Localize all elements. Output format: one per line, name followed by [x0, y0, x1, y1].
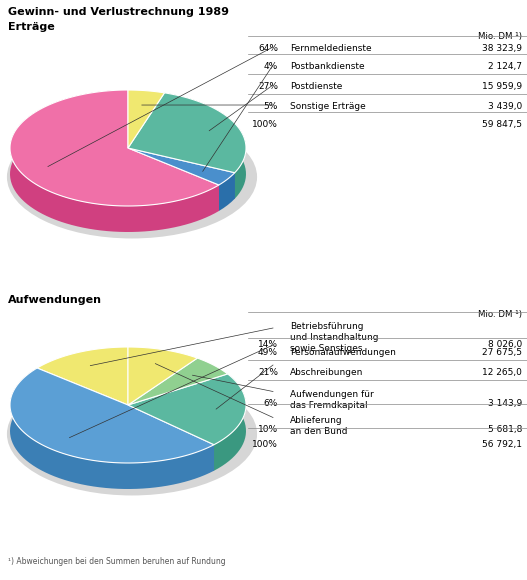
- Text: 15 959,9: 15 959,9: [482, 82, 522, 91]
- Text: Postdienste: Postdienste: [290, 82, 343, 91]
- Polygon shape: [128, 347, 197, 405]
- Text: 3 439,0: 3 439,0: [488, 102, 522, 111]
- Polygon shape: [10, 368, 214, 489]
- Text: 8 026,0: 8 026,0: [488, 340, 522, 349]
- Polygon shape: [128, 90, 164, 148]
- Polygon shape: [37, 347, 128, 405]
- Polygon shape: [10, 90, 219, 206]
- Polygon shape: [128, 148, 235, 199]
- Text: 49%: 49%: [258, 348, 278, 357]
- Text: Postbankdienste: Postbankdienste: [290, 62, 365, 71]
- Text: Erträge: Erträge: [8, 22, 55, 32]
- Text: 38 323,9: 38 323,9: [482, 44, 522, 53]
- Polygon shape: [128, 405, 214, 471]
- Text: 3 143,9: 3 143,9: [488, 399, 522, 408]
- Text: 2 124,7: 2 124,7: [488, 62, 522, 71]
- Polygon shape: [128, 148, 235, 185]
- Polygon shape: [128, 93, 246, 173]
- Text: 100%: 100%: [252, 120, 278, 129]
- Text: Gewinn- und Verlustrechnung 1989: Gewinn- und Verlustrechnung 1989: [8, 7, 229, 17]
- Text: 21%: 21%: [258, 368, 278, 377]
- Ellipse shape: [7, 115, 257, 238]
- Polygon shape: [10, 90, 219, 232]
- Text: 5 681,8: 5 681,8: [487, 425, 522, 434]
- Polygon shape: [219, 173, 235, 211]
- Polygon shape: [164, 93, 246, 199]
- Polygon shape: [128, 358, 228, 405]
- Text: Mio. DM ¹): Mio. DM ¹): [478, 310, 522, 319]
- Polygon shape: [128, 148, 235, 199]
- Text: Fernmeldedienste: Fernmeldedienste: [290, 44, 372, 53]
- Text: Personalaufwendungen: Personalaufwendungen: [290, 348, 396, 357]
- Polygon shape: [10, 368, 214, 463]
- Polygon shape: [214, 374, 246, 471]
- Text: 100%: 100%: [252, 440, 278, 449]
- Text: 27%: 27%: [258, 82, 278, 91]
- Polygon shape: [128, 405, 214, 471]
- Text: Abschreibungen: Abschreibungen: [290, 368, 364, 377]
- Text: 5%: 5%: [264, 102, 278, 111]
- Text: 10%: 10%: [258, 425, 278, 434]
- Text: Aufwendungen für
das Fremdkapital: Aufwendungen für das Fremdkapital: [290, 390, 374, 410]
- Polygon shape: [128, 148, 219, 211]
- Text: Ablieferung
an den Bund: Ablieferung an den Bund: [290, 416, 347, 436]
- Text: 27 675,5: 27 675,5: [482, 348, 522, 357]
- Text: ¹) Abweichungen bei den Summen beruhen auf Rundung: ¹) Abweichungen bei den Summen beruhen a…: [8, 557, 226, 566]
- Text: Sonstige Erträge: Sonstige Erträge: [290, 102, 366, 111]
- Text: 59 847,5: 59 847,5: [482, 120, 522, 129]
- Text: Mio. DM ¹): Mio. DM ¹): [478, 32, 522, 41]
- Text: 56 792,1: 56 792,1: [482, 440, 522, 449]
- Text: 4%: 4%: [264, 62, 278, 71]
- Text: Aufwendungen: Aufwendungen: [8, 295, 102, 305]
- Text: 14%: 14%: [258, 340, 278, 349]
- Polygon shape: [128, 148, 219, 211]
- Text: 12 265,0: 12 265,0: [482, 368, 522, 377]
- Text: 64%: 64%: [258, 44, 278, 53]
- Text: Betriebsführung
und Instandhaltung
sowie Sonstiges: Betriebsführung und Instandhaltung sowie…: [290, 322, 378, 353]
- Polygon shape: [128, 374, 246, 445]
- Text: 6%: 6%: [264, 399, 278, 408]
- Ellipse shape: [7, 372, 257, 495]
